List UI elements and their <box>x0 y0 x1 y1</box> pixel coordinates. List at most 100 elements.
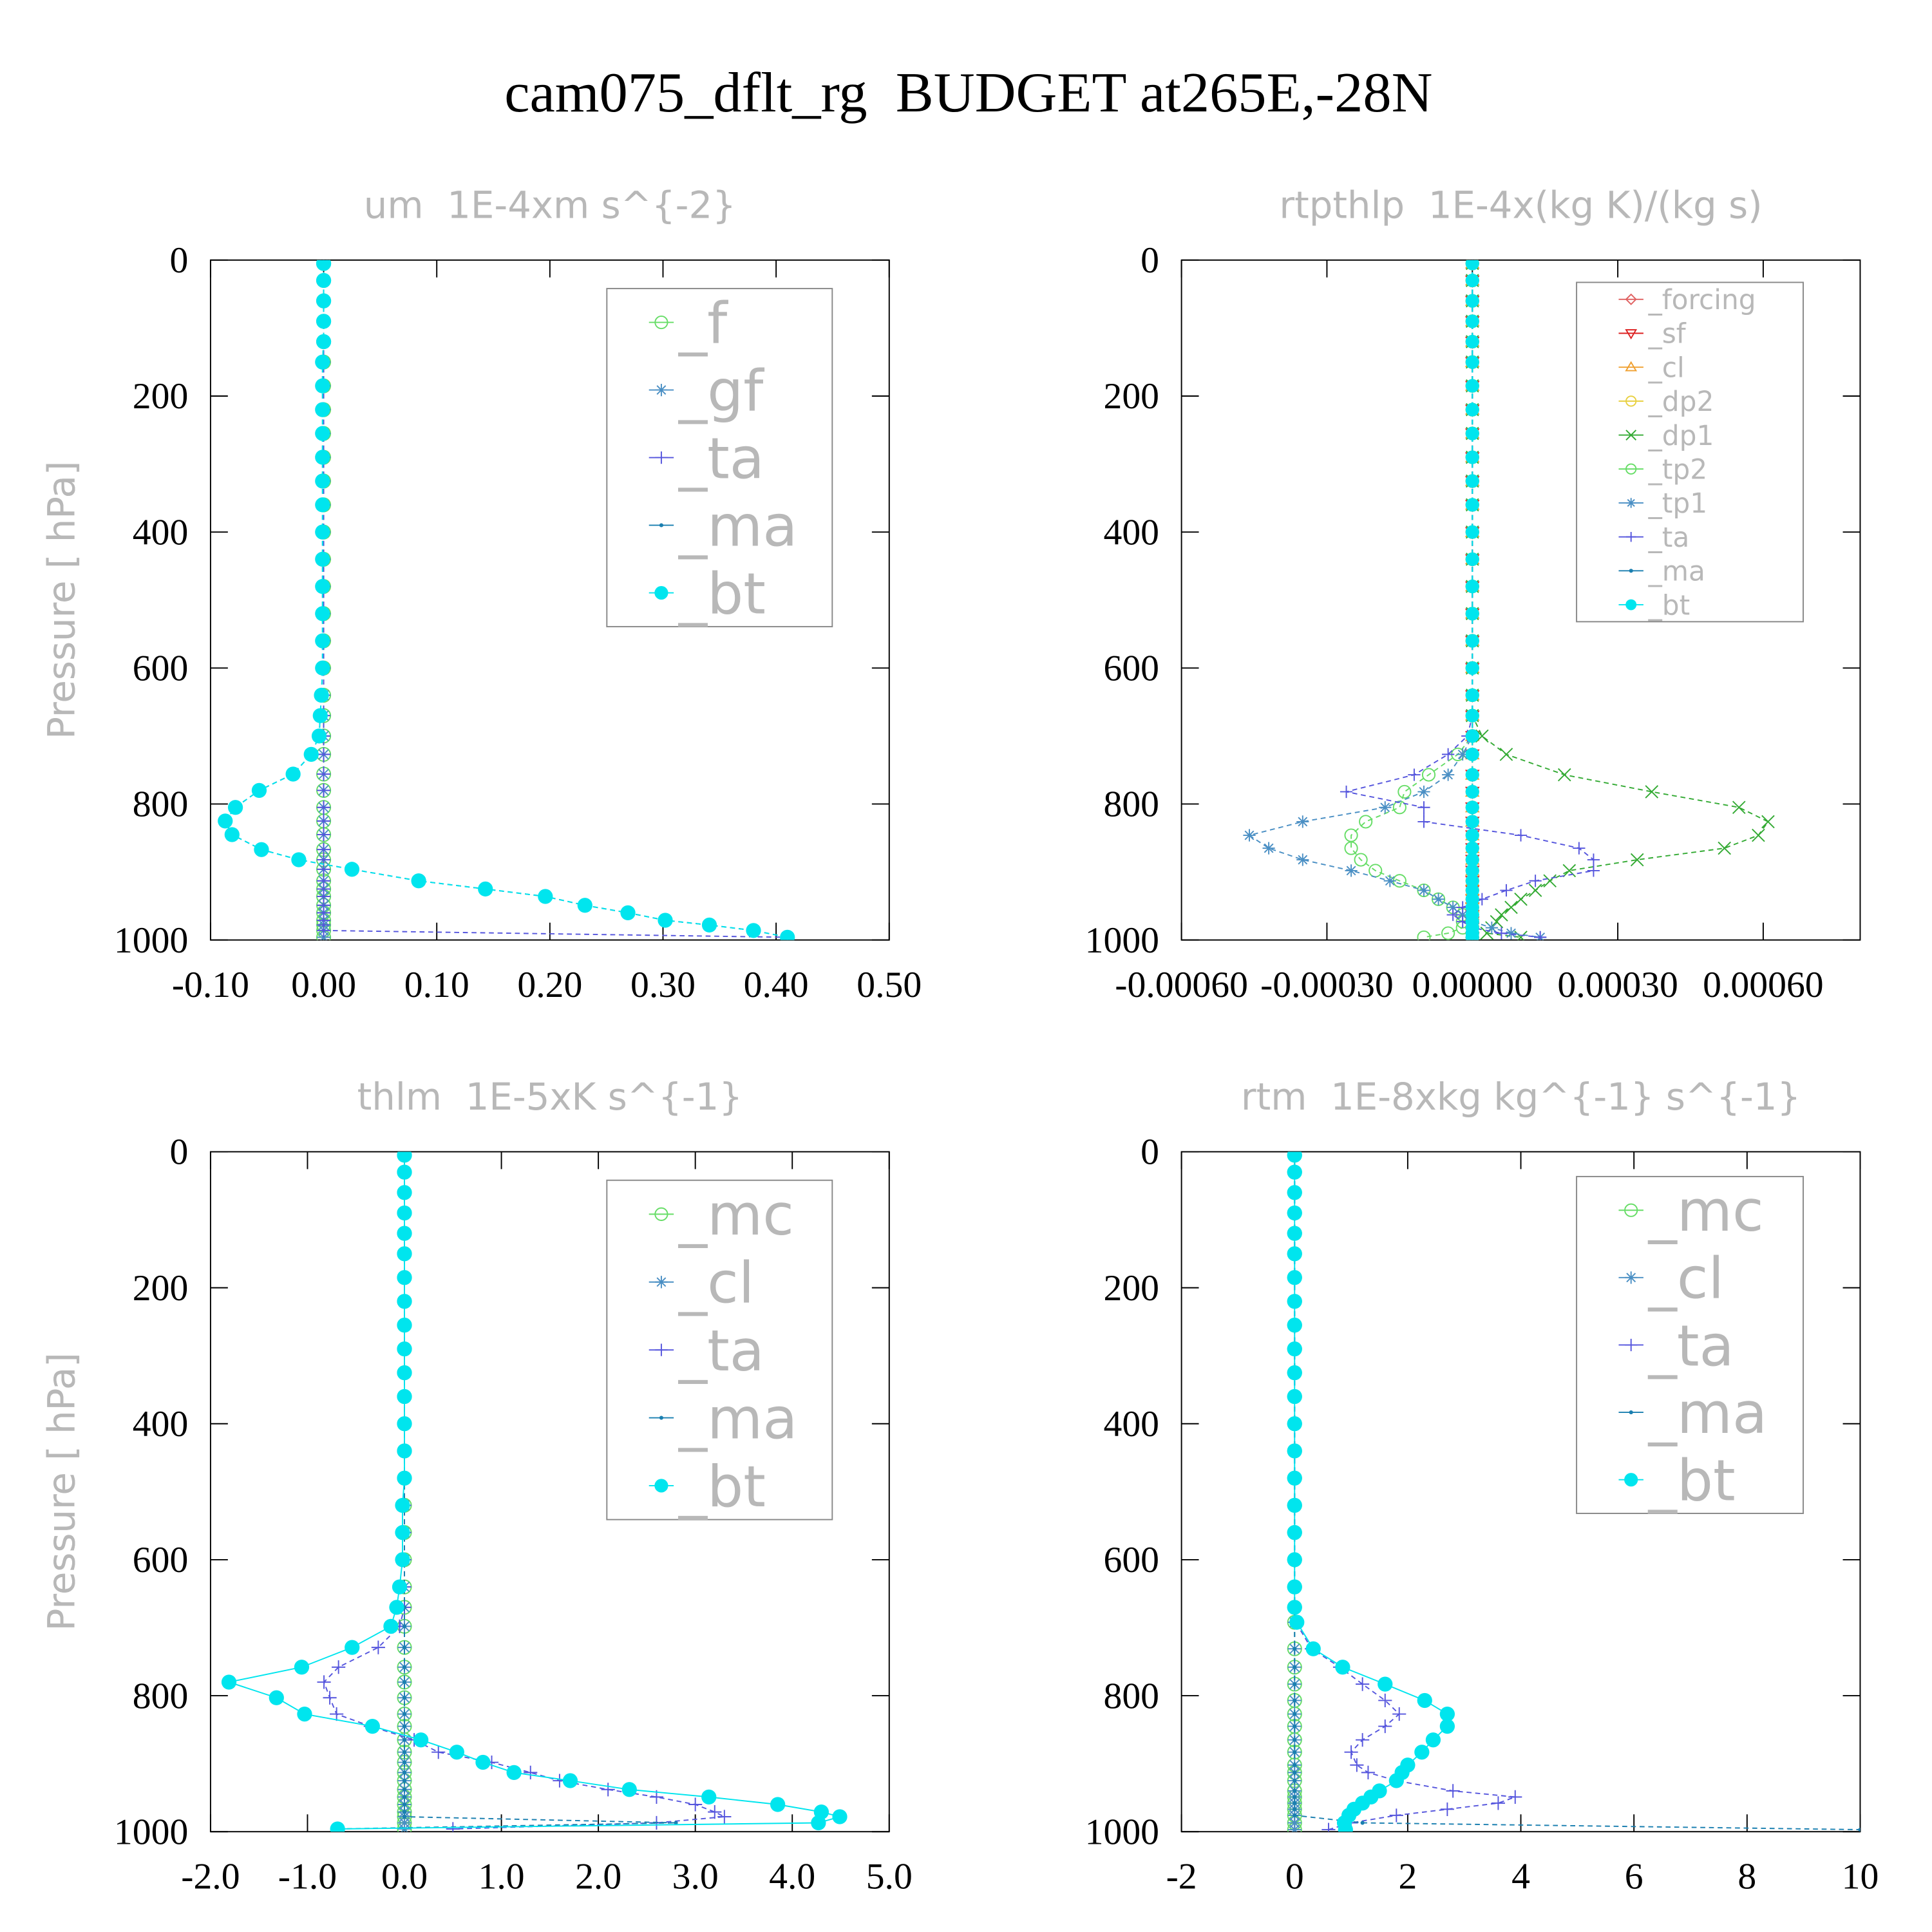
marker <box>1417 815 1430 828</box>
x-tick-label: 2.0 <box>575 1857 621 1897</box>
marker <box>316 334 332 350</box>
marker <box>316 272 332 289</box>
x-tick-label: 1.0 <box>478 1857 525 1897</box>
marker <box>1629 1410 1633 1415</box>
marker <box>332 1660 346 1674</box>
marker <box>701 1789 717 1805</box>
marker <box>431 1745 446 1759</box>
legend-label: _bt <box>678 1454 766 1520</box>
marker <box>621 1782 637 1797</box>
marker <box>1293 1665 1297 1669</box>
marker <box>654 1479 668 1493</box>
marker <box>1338 1822 1353 1832</box>
marker <box>413 1732 429 1748</box>
marker <box>674 1821 678 1825</box>
marker <box>1383 875 1396 887</box>
marker <box>1293 1795 1297 1799</box>
marker <box>1392 1707 1406 1721</box>
x-tick-label: 6 <box>1625 1857 1643 1897</box>
y-tick-label: 400 <box>133 1404 189 1444</box>
marker <box>297 1706 312 1722</box>
marker <box>323 1690 337 1705</box>
marker <box>1624 1473 1638 1487</box>
marker <box>397 1470 412 1486</box>
marker <box>402 1778 407 1783</box>
marker <box>402 1738 407 1742</box>
marker <box>654 315 668 330</box>
marker <box>1287 1470 1302 1486</box>
marker <box>1465 688 1479 703</box>
marker <box>315 606 330 621</box>
marker <box>1389 1808 1403 1823</box>
marker <box>1293 1712 1297 1716</box>
marker <box>312 708 328 723</box>
y-tick-label: 0 <box>169 1132 188 1173</box>
marker <box>344 862 360 877</box>
marker <box>315 578 330 594</box>
legend: _mc_cl_ta_ma_bt <box>1576 1175 1804 1514</box>
marker <box>1465 634 1479 648</box>
plot-area <box>221 1151 848 1832</box>
marker <box>294 1660 310 1675</box>
y-tick-label: 400 <box>1103 1404 1159 1444</box>
marker <box>1465 930 1479 940</box>
marker <box>221 1674 237 1690</box>
marker <box>1718 841 1731 855</box>
marker <box>1465 426 1479 440</box>
legend-label: _ta <box>1648 522 1690 553</box>
marker <box>1397 784 1412 799</box>
marker <box>1752 828 1765 842</box>
marker <box>1344 1745 1358 1759</box>
marker <box>402 1814 407 1819</box>
marker <box>1293 1724 1297 1728</box>
marker <box>1287 1205 1302 1221</box>
legend-label: _gf <box>678 357 764 424</box>
marker <box>1465 552 1479 566</box>
y-axis-label: Pressure [ hPa] <box>39 461 83 739</box>
x-tick-label: 8 <box>1738 1857 1756 1897</box>
marker <box>577 898 592 913</box>
x-tick-label: 0.30 <box>630 965 696 1005</box>
marker <box>620 905 636 921</box>
marker <box>316 767 331 781</box>
legend-label: _mc <box>1648 1178 1764 1244</box>
marker <box>316 747 331 761</box>
marker <box>1293 1770 1297 1775</box>
marker <box>1456 908 1469 922</box>
marker <box>315 551 330 567</box>
marker <box>1465 800 1479 815</box>
marker <box>1287 1579 1302 1595</box>
marker <box>1441 926 1455 940</box>
marker <box>1361 1765 1375 1779</box>
marker <box>1465 747 1479 761</box>
marker <box>1287 1388 1302 1405</box>
marker <box>397 1318 412 1333</box>
x-tick-label: 0.00060 <box>1703 965 1823 1005</box>
marker <box>1417 884 1430 897</box>
marker <box>1293 1807 1297 1812</box>
marker <box>1293 1788 1297 1793</box>
marker <box>291 852 307 867</box>
marker <box>402 1665 407 1669</box>
y-tick-label: 200 <box>133 376 189 417</box>
marker <box>1508 1790 1522 1804</box>
panel: um 1E-4xm s^{-2} Pressure [ hPa] 0 200 400 60… <box>39 183 922 1005</box>
marker <box>1287 1246 1302 1262</box>
marker <box>1345 864 1358 877</box>
x-tick-label: -2 <box>1166 1857 1197 1897</box>
panel: rtm 1E-8xkg kg^{-1} s^{-1} Pressure [ hPa… <box>39 1075 1879 1897</box>
marker <box>315 426 330 441</box>
y-tick-label: 0 <box>1141 240 1159 281</box>
marker <box>1379 801 1392 814</box>
marker <box>1500 884 1513 897</box>
marker <box>1465 525 1479 539</box>
figure-title: cam075_dflt_rg BUDGET at265E,-28N <box>504 61 1432 124</box>
legend-label: _forcing <box>1648 284 1756 316</box>
marker <box>506 1765 522 1781</box>
marker <box>811 1815 826 1831</box>
legend-label: _cl <box>678 1250 754 1316</box>
marker <box>1625 1338 1638 1352</box>
legend-box <box>1576 1175 1804 1514</box>
marker <box>1465 828 1479 842</box>
